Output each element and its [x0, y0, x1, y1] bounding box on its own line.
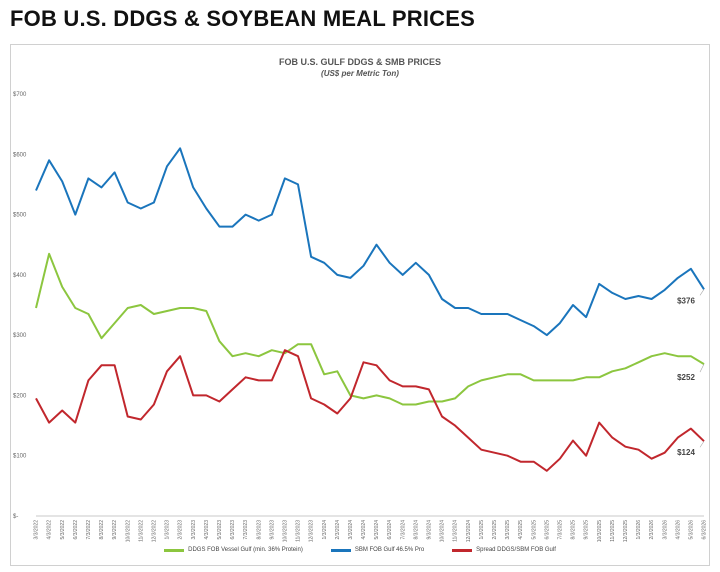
x-tick-label: 7/3/2022	[86, 520, 92, 540]
x-tick-label: 4/3/2026	[675, 520, 681, 540]
x-tick-label: 12/3/2025	[623, 520, 629, 542]
x-tick-label: 2/3/2023	[178, 520, 184, 540]
x-tick-label: 9/3/2025	[584, 520, 590, 540]
x-tick-label: 2/3/2026	[649, 520, 655, 540]
legend-swatch-ddgs	[164, 548, 185, 552]
x-tick-label: 1/3/2026	[636, 520, 642, 540]
x-tick-label: 6/3/2026	[702, 520, 708, 540]
x-tick-label: 5/3/2024	[374, 520, 380, 540]
x-tick-label: 1/3/2024	[322, 520, 328, 540]
legend-item-spread: Spread DDGS/SBM FOB Gulf	[452, 547, 556, 553]
x-tick-label: 8/3/2023	[256, 520, 262, 540]
x-tick-label: 9/3/2023	[269, 520, 275, 540]
series-line-1	[35, 147, 705, 337]
y-tick-label: $200	[13, 393, 27, 399]
y-tick-label: $500	[13, 213, 27, 219]
x-tick-label: 4/3/2025	[518, 520, 524, 540]
x-tick-label: 8/3/2022	[99, 520, 105, 540]
x-tick-label: 10/3/2024	[440, 520, 446, 542]
chart-title: FOB U.S. GULF DDGS & SMB PRICES	[278, 57, 441, 67]
x-tick-label: 9/3/2024	[427, 520, 433, 540]
x-tick-label: 4/3/2024	[361, 520, 367, 540]
x-tick-label: 3/3/2024	[348, 520, 354, 540]
x-tick-label: 1/3/2025	[479, 520, 485, 540]
x-tick-label: 11/3/2023	[296, 520, 302, 542]
x-tick-label: 8/3/2024	[413, 520, 419, 540]
x-tick-label: 12/3/2022	[151, 520, 157, 542]
y-tick-label: $-	[13, 514, 18, 520]
x-tick-label: 2/3/2025	[492, 520, 498, 540]
chart-legend: DDGS FOB Vessel Gulf (min. 36% Protein) …	[0, 547, 720, 553]
x-tick-label: 6/3/2024	[387, 520, 393, 540]
series-line-2	[35, 349, 705, 472]
y-tick-label: $400	[13, 273, 27, 279]
x-tick-label: 5/3/2022	[60, 520, 66, 540]
x-tick-label: 11/3/2024	[453, 520, 459, 542]
chart-frame	[10, 44, 710, 566]
series-line-0	[35, 252, 705, 406]
x-tick-label: 4/3/2022	[47, 520, 53, 540]
x-tick-label: 9/3/2022	[112, 520, 118, 540]
x-tick-label: 7/3/2024	[400, 520, 406, 540]
x-tick-label: 4/3/2023	[204, 520, 210, 540]
x-tick-label: 3/3/2026	[662, 520, 668, 540]
x-tick-label: 6/3/2023	[230, 520, 236, 540]
x-tick-label: 12/3/2024	[466, 520, 472, 542]
x-tick-label: 7/3/2023	[243, 520, 249, 540]
legend-swatch-spread	[452, 548, 473, 552]
end-label-leader-2	[699, 441, 705, 448]
x-tick-label: 5/3/2025	[531, 520, 537, 540]
x-tick-label: 11/3/2022	[138, 520, 144, 542]
legend-label-sbm: SBM FOB Gulf 46.5% Pro	[354, 547, 425, 553]
x-tick-label: 7/3/2025	[558, 520, 564, 540]
x-tick-label: 5/3/2026	[689, 520, 695, 540]
legend-item-ddgs: DDGS FOB Vessel Gulf (min. 36% Protein)	[164, 547, 303, 553]
chart-subtitle: (US$ per Metric Ton)	[321, 69, 399, 78]
x-tick-label: 10/3/2022	[125, 520, 131, 542]
end-value-label-0: $252	[677, 373, 695, 382]
end-value-label-1: $376	[677, 296, 695, 305]
y-tick-label: $300	[13, 333, 27, 339]
x-tick-label: 12/3/2023	[309, 520, 315, 542]
x-tick-label: 1/3/2023	[165, 520, 171, 540]
legend-item-sbm: SBM FOB Gulf 46.5% Pro	[330, 547, 425, 553]
x-tick-label: 3/3/2022	[34, 520, 40, 540]
legend-label-spread: Spread DDGS/SBM FOB Gulf	[476, 547, 556, 553]
x-tick-label: 2/3/2024	[335, 520, 341, 540]
legend-swatch-sbm	[330, 548, 351, 552]
x-tick-label: 3/3/2023	[191, 520, 197, 540]
x-tick-label: 5/3/2023	[217, 520, 223, 540]
x-tick-label: 8/3/2025	[571, 520, 577, 540]
end-label-leader-1	[699, 289, 705, 296]
legend-label-ddgs: DDGS FOB Vessel Gulf (min. 36% Protein)	[188, 547, 303, 553]
end-label-leader-0	[699, 363, 705, 373]
y-tick-label: $100	[13, 454, 27, 460]
x-tick-label: 6/3/2025	[544, 520, 550, 540]
page-title: FOB U.S. DDGS & SOYBEAN MEAL PRICES	[10, 6, 475, 31]
x-tick-label: 3/3/2025	[505, 520, 511, 540]
y-tick-label: $700	[13, 92, 27, 98]
end-value-label-2: $124	[677, 448, 695, 457]
y-tick-label: $600	[13, 152, 27, 158]
x-tick-label: 10/3/2025	[597, 520, 603, 542]
x-tick-label: 11/3/2025	[610, 520, 616, 542]
x-tick-label: 10/3/2023	[282, 520, 288, 542]
x-tick-label: 6/3/2022	[73, 520, 79, 540]
